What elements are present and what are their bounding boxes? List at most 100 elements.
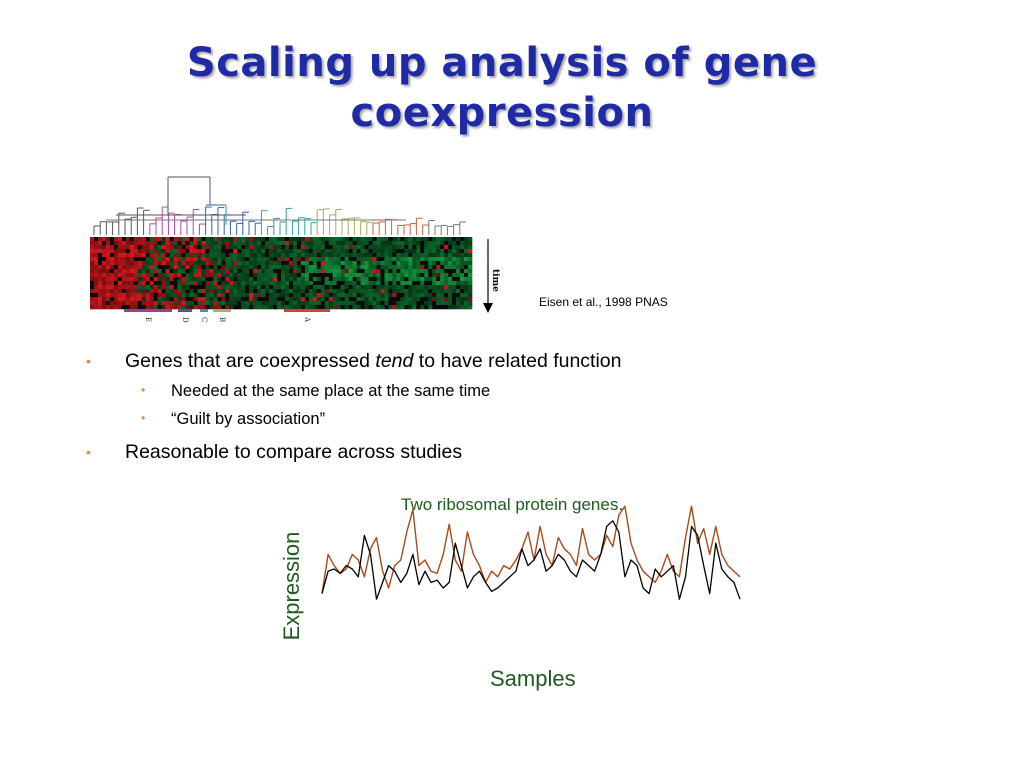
expression-line-plot bbox=[321, 505, 741, 600]
heatmap-cell bbox=[141, 253, 147, 258]
heatmap-cell bbox=[161, 293, 166, 298]
heatmap-cell bbox=[328, 305, 334, 310]
heatmap-cell bbox=[225, 249, 230, 254]
heatmap-cell bbox=[376, 257, 381, 262]
heatmap-cell bbox=[304, 281, 310, 286]
heatmap-cell bbox=[304, 237, 310, 242]
heatmap-cell bbox=[332, 257, 338, 262]
heatmap-cell bbox=[416, 269, 421, 274]
heatmap-cell bbox=[432, 265, 437, 270]
heatmap-cell bbox=[292, 241, 298, 246]
heatmap-cell bbox=[229, 253, 234, 258]
heatmap-cell bbox=[109, 273, 115, 278]
heatmap-cell bbox=[90, 277, 95, 282]
heatmap-cell bbox=[261, 261, 266, 266]
heatmap-cell bbox=[328, 261, 334, 266]
heatmap-cell bbox=[245, 237, 250, 242]
heatmap-cell bbox=[456, 241, 461, 246]
heatmap-cell bbox=[177, 297, 182, 302]
heatmap-cell bbox=[292, 249, 298, 254]
heatmap-cell bbox=[344, 253, 349, 258]
heatmap-cell bbox=[265, 249, 270, 254]
heatmap-cell bbox=[249, 289, 254, 294]
heatmap-cell bbox=[269, 281, 274, 286]
heatmap-cell bbox=[165, 237, 170, 242]
heatmap-cell bbox=[456, 237, 461, 242]
heatmap-cell bbox=[460, 237, 465, 242]
heatmap-cell bbox=[308, 301, 314, 306]
heatmap-cell bbox=[90, 305, 95, 310]
heatmap-cell bbox=[284, 273, 290, 278]
heatmap-cell bbox=[344, 265, 349, 270]
heatmap-cell bbox=[292, 305, 298, 310]
heatmap-cell bbox=[90, 241, 95, 246]
heatmap-cell bbox=[221, 257, 226, 262]
heatmap-cell bbox=[189, 273, 194, 278]
heatmap-cell bbox=[233, 305, 238, 310]
heatmap-cell bbox=[356, 253, 361, 258]
heatmap-cell bbox=[396, 285, 401, 290]
heatmap-cell bbox=[141, 277, 147, 282]
heatmap-cell bbox=[209, 293, 214, 298]
heatmap-cell bbox=[209, 261, 214, 266]
heatmap-cell bbox=[436, 249, 441, 254]
heatmap-cell bbox=[440, 301, 445, 306]
bullet-1-text-b: to have related function bbox=[413, 350, 622, 372]
heatmap-cell bbox=[181, 245, 186, 250]
heatmap-cell bbox=[257, 285, 262, 290]
heatmap-cell bbox=[97, 261, 103, 266]
title-line-1: Scaling up analysis of gene bbox=[186, 40, 818, 86]
heatmap-cell bbox=[376, 305, 381, 310]
heatmap-cell bbox=[348, 249, 353, 254]
heatmap-cell bbox=[237, 237, 242, 242]
heatmap-cell bbox=[304, 277, 310, 282]
heatmap-cell bbox=[269, 257, 274, 262]
heatmap-cell bbox=[444, 297, 449, 302]
heatmap-cell bbox=[221, 305, 226, 310]
heatmap-cell bbox=[173, 273, 178, 278]
heatmap-cell bbox=[460, 301, 465, 306]
heatmap-cell bbox=[364, 297, 369, 302]
heatmap-cell bbox=[380, 305, 385, 310]
heatmap-cell bbox=[396, 293, 401, 298]
heatmap-cell bbox=[300, 245, 306, 250]
heatmap-cell bbox=[113, 305, 119, 310]
heatmap-cell bbox=[460, 285, 465, 290]
heatmap-cell bbox=[157, 241, 162, 246]
heatmap-cell bbox=[440, 297, 445, 302]
heatmap-cell bbox=[336, 289, 341, 294]
heatmap-cell bbox=[296, 269, 302, 274]
heatmap-cell bbox=[324, 245, 330, 250]
heatmap-cell bbox=[213, 301, 218, 306]
heatmap-cell bbox=[372, 301, 377, 306]
heatmap-cell bbox=[352, 285, 357, 290]
heatmap-cell bbox=[440, 257, 445, 262]
heatmap-cell bbox=[372, 253, 377, 258]
heatmap-cell bbox=[412, 289, 417, 294]
heatmap-cell bbox=[233, 261, 238, 266]
heatmap-cell bbox=[189, 237, 194, 242]
heatmap-cell bbox=[296, 289, 302, 294]
heatmap-cell bbox=[324, 281, 330, 286]
heatmap-cell bbox=[368, 257, 373, 262]
heatmap-cell bbox=[380, 273, 385, 278]
heatmap-cell bbox=[109, 285, 115, 290]
heatmap-cell bbox=[201, 297, 206, 302]
heatmap-cell bbox=[205, 293, 210, 298]
heatmap-cell bbox=[117, 265, 123, 270]
heatmap-cell bbox=[428, 261, 433, 266]
heatmap-cell bbox=[225, 293, 230, 298]
heatmap-cell bbox=[432, 289, 437, 294]
heatmap-cell bbox=[416, 277, 421, 282]
heatmap-cell bbox=[233, 245, 238, 250]
heatmap-cell bbox=[300, 293, 306, 298]
heatmap-cell bbox=[109, 245, 115, 250]
heatmap-cell bbox=[340, 269, 345, 274]
heatmap-cell bbox=[281, 261, 286, 266]
heatmap-cell bbox=[304, 289, 310, 294]
heatmap-cell bbox=[141, 289, 147, 294]
heatmap-cell bbox=[113, 269, 119, 274]
heatmap-cell bbox=[225, 265, 230, 270]
heatmap-cell bbox=[177, 273, 182, 278]
heatmap-cell bbox=[133, 289, 139, 294]
